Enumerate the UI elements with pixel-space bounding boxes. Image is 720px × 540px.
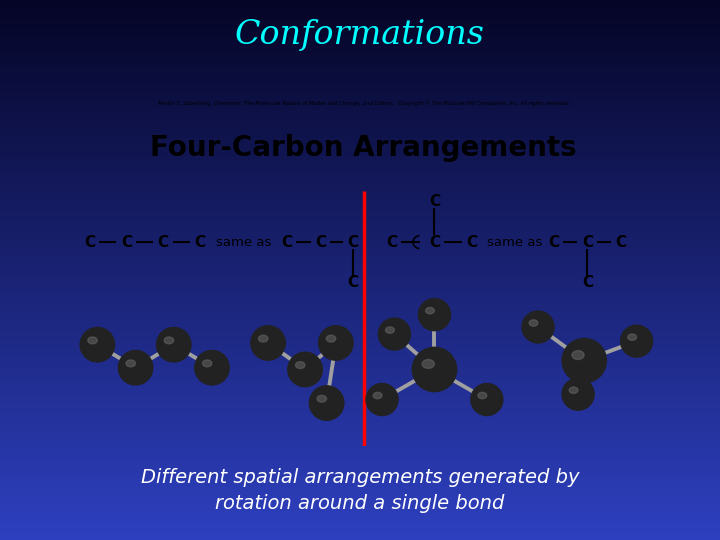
Text: C: C — [582, 234, 593, 249]
Text: same as: same as — [487, 235, 542, 248]
Ellipse shape — [258, 335, 268, 342]
Ellipse shape — [471, 383, 503, 415]
Text: C: C — [348, 234, 359, 249]
Text: C: C — [121, 234, 132, 249]
Text: C: C — [194, 234, 206, 249]
Ellipse shape — [621, 325, 652, 357]
Text: C: C — [466, 234, 477, 249]
Ellipse shape — [562, 339, 606, 383]
Text: C: C — [429, 234, 440, 249]
Text: C: C — [158, 234, 169, 249]
Ellipse shape — [295, 362, 305, 369]
Ellipse shape — [385, 327, 395, 333]
Ellipse shape — [88, 337, 97, 344]
Text: C: C — [348, 275, 359, 291]
Ellipse shape — [80, 327, 114, 362]
Ellipse shape — [522, 311, 554, 343]
Ellipse shape — [572, 350, 584, 360]
Ellipse shape — [202, 360, 212, 367]
Text: C: C — [315, 234, 326, 249]
Text: C: C — [548, 234, 559, 249]
Ellipse shape — [288, 352, 323, 387]
Ellipse shape — [529, 320, 538, 326]
Ellipse shape — [562, 378, 594, 410]
Ellipse shape — [156, 327, 191, 362]
Text: C: C — [616, 234, 627, 249]
Ellipse shape — [628, 334, 636, 340]
Ellipse shape — [251, 326, 285, 360]
Ellipse shape — [426, 307, 434, 314]
Text: Different spatial arrangements generated by: Different spatial arrangements generated… — [140, 468, 580, 488]
Text: Four-Carbon Arrangements: Four-Carbon Arrangements — [150, 134, 577, 162]
Text: C: C — [582, 275, 593, 291]
Text: Conformations: Conformations — [235, 19, 485, 51]
Text: C: C — [84, 234, 95, 249]
Text: C: C — [429, 194, 440, 209]
Ellipse shape — [366, 383, 398, 415]
Ellipse shape — [418, 299, 451, 330]
Ellipse shape — [326, 335, 336, 342]
Text: same as: same as — [216, 235, 271, 248]
Text: C: C — [386, 234, 397, 249]
Ellipse shape — [317, 395, 327, 402]
Text: rotation around a single bond: rotation around a single bond — [215, 494, 505, 513]
Text: Martin S. Silberberg, Chemistry: The Molecular Nature of Matter and Change, 2nd : Martin S. Silberberg, Chemistry: The Mol… — [158, 100, 570, 106]
Ellipse shape — [194, 350, 229, 385]
Ellipse shape — [413, 347, 456, 392]
Ellipse shape — [319, 326, 353, 360]
Ellipse shape — [422, 360, 434, 368]
Ellipse shape — [164, 337, 174, 344]
Ellipse shape — [373, 393, 382, 399]
Ellipse shape — [379, 318, 410, 350]
Text: C: C — [281, 234, 292, 249]
Ellipse shape — [478, 393, 487, 399]
Ellipse shape — [126, 360, 135, 367]
Ellipse shape — [570, 387, 578, 394]
Ellipse shape — [118, 350, 153, 385]
Ellipse shape — [310, 386, 344, 420]
